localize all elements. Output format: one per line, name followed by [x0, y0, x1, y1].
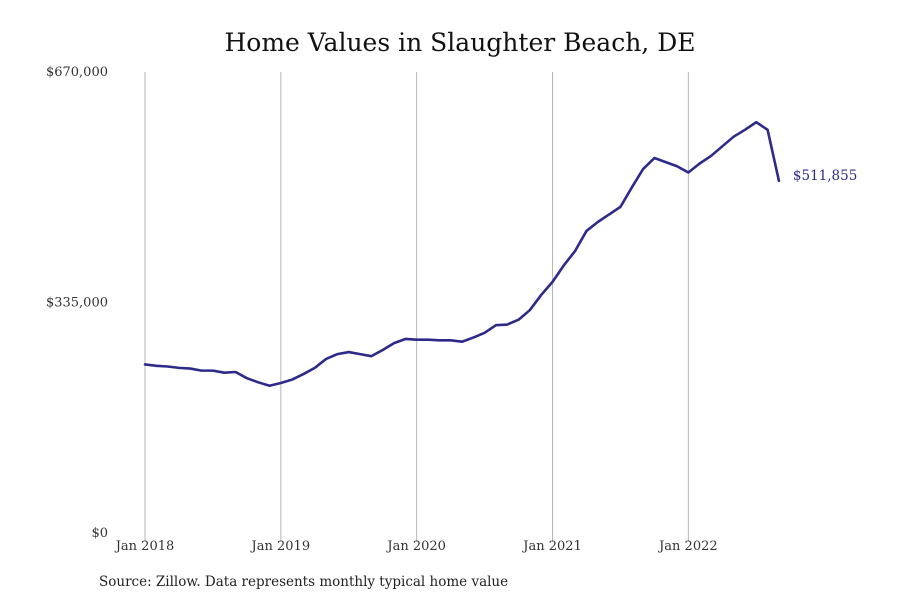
series-line	[143, 120, 781, 388]
y-axis: $0 $335,000 $670,000	[46, 65, 108, 541]
x-tick-label: Jan 2018	[114, 539, 175, 554]
x-tick-label: Jan 2022	[657, 539, 718, 554]
y-tick-label: $670,000	[46, 65, 108, 80]
end-value-label: $511,855	[793, 168, 857, 184]
y-tick-label: $0	[91, 526, 108, 541]
x-tick-label: Jan 2020	[385, 539, 446, 554]
x-axis: Jan 2018 Jan 2019 Jan 2020 Jan 2021 Jan 2022	[114, 539, 718, 554]
gridlines	[144, 72, 689, 542]
chart-title: Home Values in Slaughter Beach, DE	[224, 28, 695, 57]
y-tick-label: $335,000	[46, 296, 108, 311]
x-tick-label: Jan 2019	[250, 539, 311, 554]
source-note: Source: Zillow. Data represents monthly …	[99, 574, 508, 590]
x-tick-label: Jan 2021	[521, 539, 582, 554]
